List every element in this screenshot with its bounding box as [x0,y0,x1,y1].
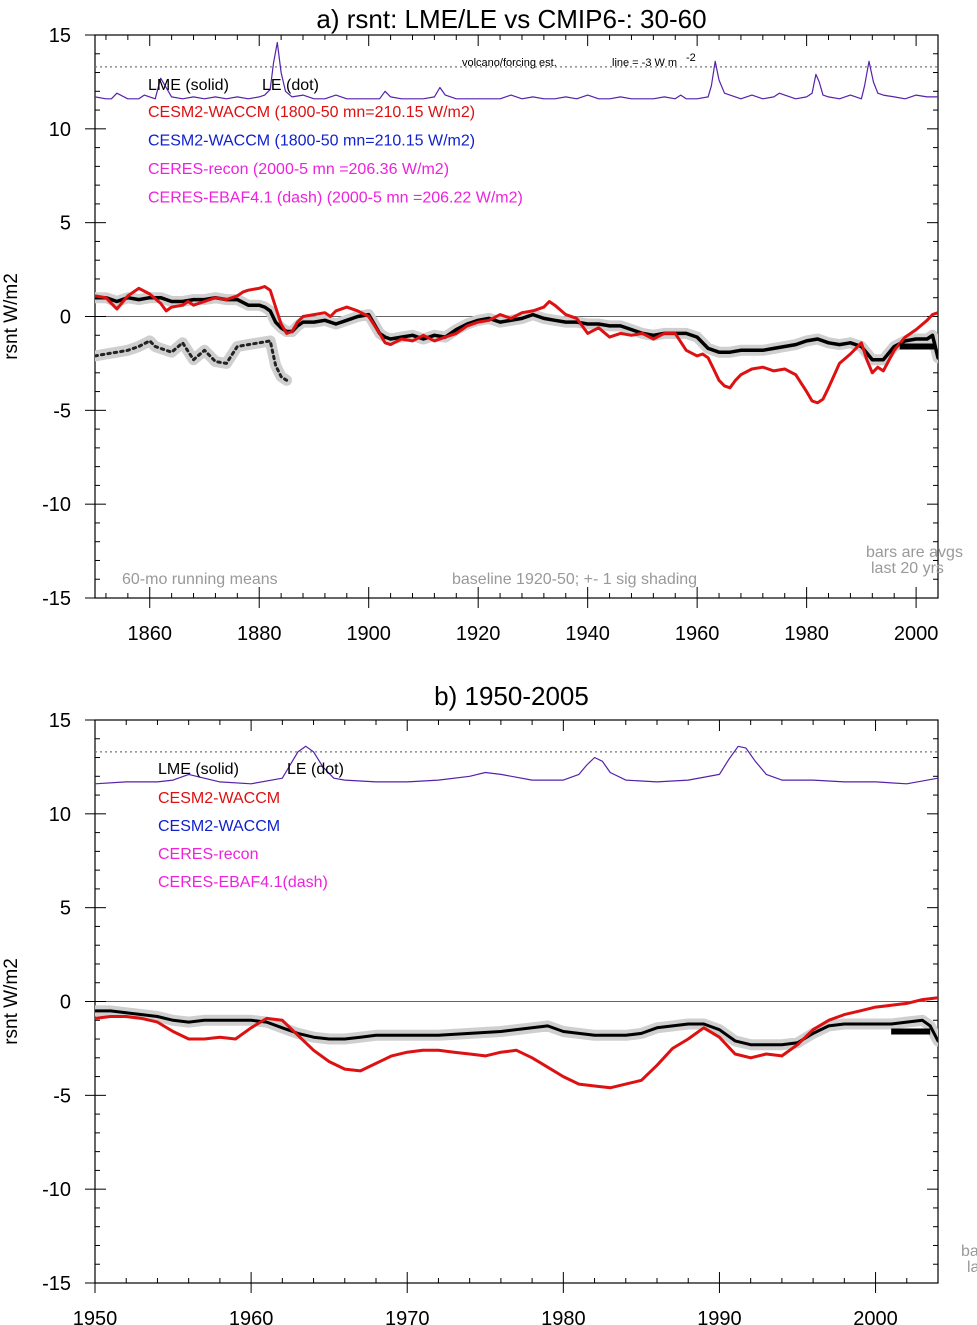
x-tick-label: 1960 [675,623,720,645]
series-volcano-line [95,745,938,785]
x-tick-label: 1950 [73,1308,118,1325]
chart-title: b) 1950-2005 [434,681,589,711]
annotation-bars-line1: bars are avgs [866,544,963,561]
legend-entry: CERES-EBAF4.1 (dash) (2000-5 mn =206.22 … [148,190,523,207]
y-tick-label: 10 [49,804,71,826]
y-tick-label: 15 [49,25,71,47]
series-lme-line [95,295,938,362]
x-tick-label: 2000 [894,623,939,645]
y-tick-label: -5 [53,400,71,422]
y-axis-label: rsnt W/m2 [1,958,22,1045]
legend-header-solid: LME (solid) [158,761,239,778]
y-tick-label: -10 [42,494,71,516]
x-tick-label: 1860 [127,623,172,645]
annotation-line-label: line = -3 W m [612,57,677,69]
y-tick-label: -15 [42,588,71,610]
x-tick-label: 1940 [565,623,610,645]
series-lme-shading [95,1005,938,1051]
legend-header-solid: LME (solid) [148,77,229,94]
x-tick-label: 1970 [385,1308,430,1325]
annotation-volcano: volcano/forcing est. [462,57,557,69]
y-tick-label: 5 [60,213,71,235]
x-tick-label: 2000 [853,1308,898,1325]
legend-entry: CERES-recon (2000-5 mn =206.36 W/m2) [148,161,449,178]
legend-entry: CESM2-WACCM [158,818,280,835]
legend-header-dot: LE (dot) [287,761,344,778]
legend-entry: CESM2-WACCM [158,790,280,807]
annotation-bars-line2: last 20 yrs [871,560,944,577]
x-tick-label: 1880 [237,623,282,645]
y-tick-label: -15 [42,1273,71,1295]
chart-title: a) rsnt: LME/LE vs CMIP6-: 30-60 [316,4,706,34]
x-tick-label: 1920 [456,623,501,645]
annotation-line-label-sup: -2 [686,52,696,64]
annotation-bars-line2: la [967,1259,977,1276]
x-tick-label: 1980 [541,1308,586,1325]
series-le-line [95,339,289,382]
series-cesm2-waccm-line [95,285,938,405]
y-tick-label: 0 [60,992,71,1014]
panel-a: a) rsnt: LME/LE vs CMIP6-: 30-60 rsnt W/m… [1,4,963,645]
x-tick-label: 1980 [784,623,829,645]
plot-area [95,41,938,405]
x-tick-label: 1990 [697,1308,742,1325]
plot-area [95,745,938,1090]
annotation-running-means: 60-mo running means [122,571,278,588]
x-tick-label: 1900 [346,623,391,645]
y-tick-label: -5 [53,1085,71,1107]
y-tick-label: 5 [60,898,71,920]
y-tick-label: 10 [49,119,71,141]
y-tick-label: 15 [49,710,71,732]
y-tick-label: -10 [42,1179,71,1201]
legend-entry: CERES-EBAF4.1(dash) [158,874,328,891]
series-lme-line [95,1009,938,1047]
annotation-bars-line1: ba [961,1243,977,1260]
y-tick-label: 0 [60,307,71,329]
series-volcano-line [95,41,938,100]
series-lme-shading [95,292,938,366]
legend-entry: CESM2-WACCM (1800-50 mn=210.15 W/m2) [148,104,475,121]
y-axis-label: rsnt W/m2 [1,273,22,360]
series-le-shading [95,335,293,386]
annotation-baseline: baseline 1920-50; +- 1 sig shading [452,571,697,588]
x-tick-label: 1960 [229,1308,274,1325]
legend-entry: CERES-recon [158,846,258,863]
legend-header-dot: LE (dot) [262,77,319,94]
series-cesm2-waccm-line [95,996,938,1090]
legend-entry: CESM2-WACCM (1800-50 mn=210.15 W/m2) [148,133,475,150]
